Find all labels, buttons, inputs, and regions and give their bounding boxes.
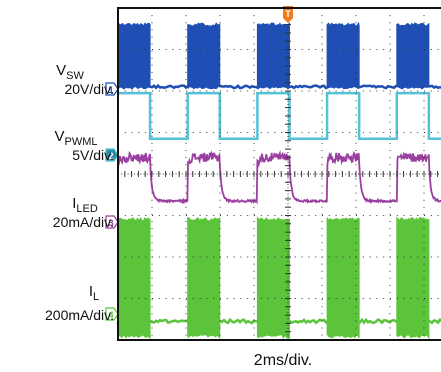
channel-1-scale: 20V/div. [64,81,114,97]
channel-2-scale: 5V/div. [72,147,114,163]
channel-4-marker-label: 4 [108,310,113,320]
traces-layer [116,21,441,340]
pwm-trace [118,91,441,140]
channel-3-name: ILED [72,195,98,215]
channel-3-marker [105,215,119,229]
switch-node-low-trace [116,83,441,91]
channel-4-name: IL [89,283,99,303]
switch-node-bursts [117,21,430,90]
grid-layer [118,8,441,340]
channel-4-marker [105,307,119,321]
inductor-current-bursts [117,215,430,340]
plot-frame [117,7,441,341]
trigger-marker [283,6,293,23]
time-scale-label: 2ms/div. [254,352,312,369]
channel-2-name: VPWML [54,128,97,148]
channel-1-name: VSW [56,62,84,82]
channel-1-marker-label: 1 [108,85,113,95]
channel-labels: VSW 20V/div. VPWML 5V/div. ILED 20mA/div… [45,62,114,323]
trigger-marker-label: T [285,9,291,19]
channel-4-scale: 200mA/div. [45,307,114,323]
channel-2-marker-label: 2 [108,151,113,161]
channel-2-marker [105,148,119,162]
led-current-trace [117,150,441,205]
channel-markers-layer: T 1 2 3 4 [105,6,293,321]
channel-1-marker [105,82,119,96]
channel-3-scale: 20mA/div. [53,214,114,230]
channel-3-marker-label: 3 [108,218,113,228]
inductor-current-low-trace [116,317,441,325]
